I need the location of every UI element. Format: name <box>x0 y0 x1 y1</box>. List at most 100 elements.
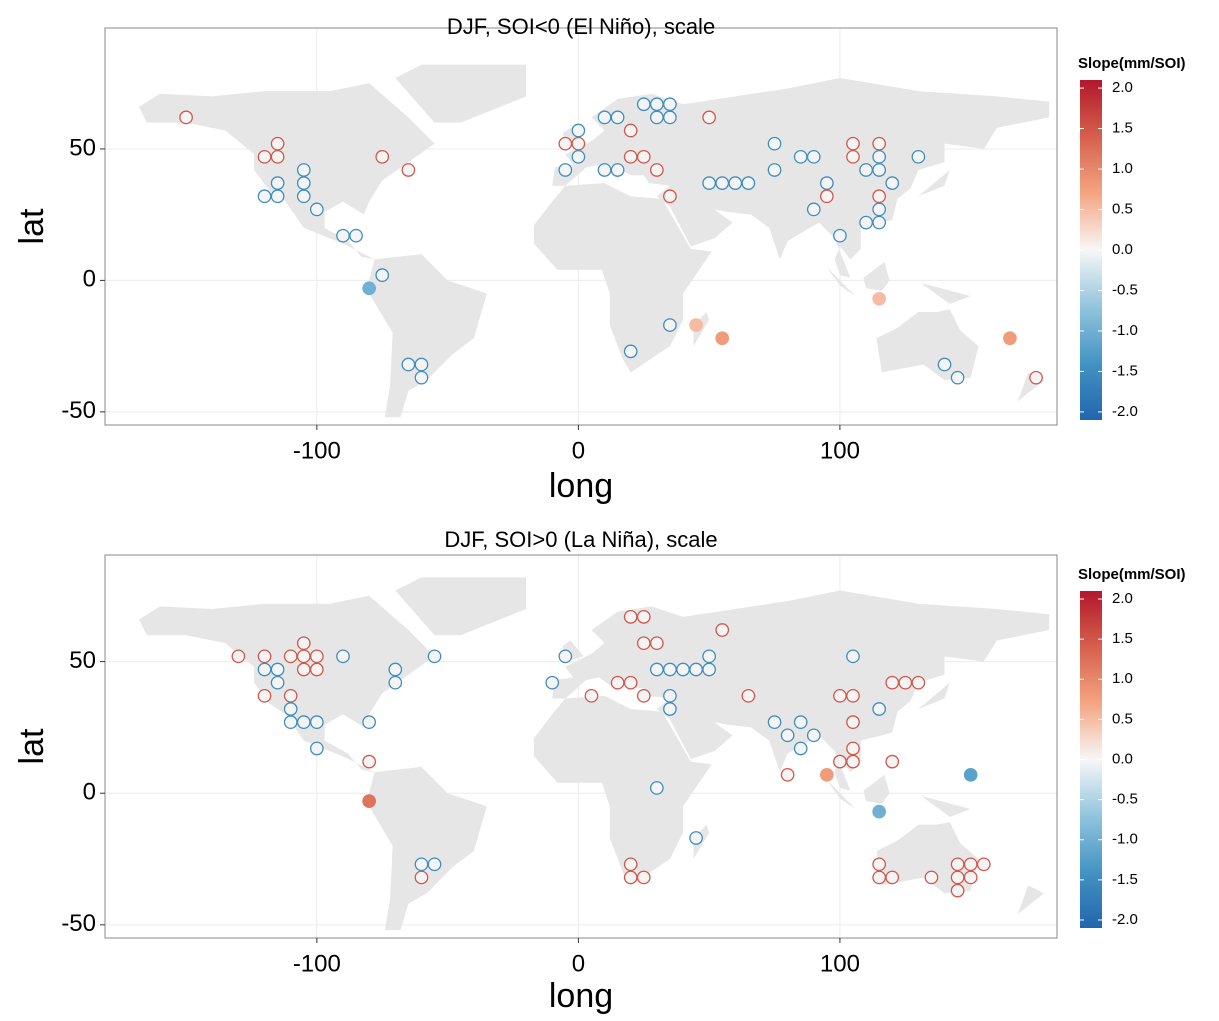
landmass <box>369 766 487 931</box>
station-point <box>872 291 887 306</box>
station-point <box>885 675 900 690</box>
station-point <box>270 675 285 690</box>
station-point <box>179 110 193 125</box>
colorbar-title: Slope(mm/SOI) <box>1078 55 1186 72</box>
station-point <box>702 176 717 190</box>
station-point <box>963 767 978 782</box>
station-point <box>689 318 703 332</box>
landmass <box>552 590 1050 791</box>
station-point <box>414 357 429 372</box>
station-point <box>872 202 887 217</box>
station-point <box>636 149 651 164</box>
station-point <box>833 228 847 243</box>
station-point <box>636 636 651 651</box>
plot-border <box>104 554 1058 939</box>
station-point <box>270 662 285 677</box>
landmass <box>533 695 712 886</box>
station-point <box>296 649 311 664</box>
colorbar-title: Slope(mm/SOI) <box>1078 566 1186 583</box>
colorbar <box>1080 591 1102 928</box>
station-point <box>309 662 324 677</box>
panel: -100 0 100 -50 0 50 DJF, SOI>0 (La Niña), scal… <box>13 527 1186 1015</box>
landmass <box>826 267 856 297</box>
landmass <box>863 774 890 804</box>
station-point <box>872 136 887 151</box>
chart-title: DJF, SOI>0 (La Niña), scale <box>444 527 717 552</box>
station-point <box>663 662 677 677</box>
station-point <box>270 176 285 190</box>
y-axis-title: lat <box>13 728 51 764</box>
station-point <box>388 662 403 677</box>
landmass <box>552 77 1050 278</box>
station-point <box>950 870 965 885</box>
station-point <box>558 136 573 151</box>
station-point <box>375 149 390 164</box>
station-point <box>623 344 638 359</box>
y-tick-label: 50 <box>69 647 96 674</box>
x-tick-label: 0 <box>572 437 585 464</box>
colorbar-tick-label: 2.0 <box>1112 79 1133 96</box>
station-point <box>623 857 638 872</box>
station-point <box>636 688 651 703</box>
station-point <box>846 649 860 664</box>
x-tick-label: 100 <box>820 950 860 977</box>
station-point <box>663 702 677 716</box>
station-point <box>296 662 311 677</box>
station-point <box>649 662 664 677</box>
station-point <box>663 688 677 703</box>
landmass <box>139 595 435 773</box>
station-point <box>819 189 834 204</box>
station-point <box>427 649 442 664</box>
y-tick-label: 50 <box>69 134 96 161</box>
station-point <box>728 176 743 190</box>
station-point <box>702 649 717 664</box>
station-point <box>296 189 311 204</box>
station-point <box>558 649 573 664</box>
colorbar-tick-label: -1.5 <box>1112 362 1138 379</box>
station-point <box>689 831 703 845</box>
station-point <box>806 202 821 217</box>
land <box>139 577 1050 931</box>
station-point <box>767 715 782 730</box>
station-point <box>741 176 756 190</box>
station-point <box>846 741 860 756</box>
station-point <box>715 176 730 190</box>
station-point <box>780 767 795 782</box>
station-point <box>872 857 887 872</box>
station-point <box>872 189 887 204</box>
land <box>139 64 1050 418</box>
station-point <box>558 163 573 177</box>
colorbar-tick-label: -1.0 <box>1112 322 1138 339</box>
station-point <box>846 754 860 769</box>
station-point <box>309 741 324 756</box>
station-point <box>1029 370 1043 385</box>
station-point <box>336 649 350 664</box>
y-axis-title: lat <box>13 208 51 244</box>
landmass <box>863 261 890 291</box>
station-point <box>414 870 429 885</box>
station-point <box>649 636 664 651</box>
station-point <box>623 149 638 164</box>
station-point <box>911 675 926 690</box>
station-point <box>676 662 690 677</box>
landmass <box>826 780 856 810</box>
station-point <box>872 804 887 819</box>
colorbar-tick-label: 0.0 <box>1112 750 1133 767</box>
station-point <box>780 728 795 743</box>
station-point <box>270 189 285 204</box>
station-point <box>963 870 978 885</box>
station-point <box>401 163 416 177</box>
station-point <box>885 870 900 885</box>
landmass <box>369 254 487 418</box>
station-point <box>663 318 677 332</box>
station-point <box>362 754 377 769</box>
x-axis-title: long <box>549 977 613 1015</box>
station-point <box>833 688 847 703</box>
station-point <box>885 754 900 769</box>
station-point <box>663 110 677 125</box>
x-tick-label: 100 <box>820 437 860 464</box>
station-point <box>872 163 887 177</box>
station-point <box>597 110 612 125</box>
chart-title: DJF, SOI<0 (El Niño), scale <box>447 14 715 39</box>
